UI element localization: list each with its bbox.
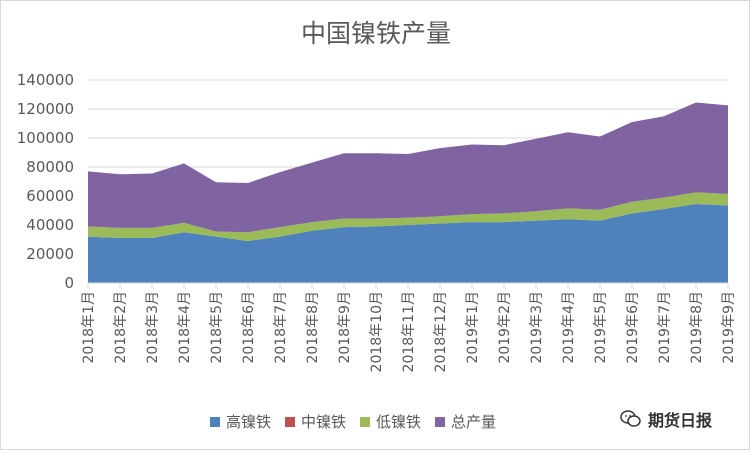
x-tick-label: 2019年6月 — [625, 291, 641, 364]
y-tick-label: 0 — [64, 274, 74, 292]
legend-swatch-low — [360, 416, 371, 427]
x-tick-label: 2018年8月 — [305, 291, 321, 364]
y-tick-label: 60000 — [26, 187, 74, 205]
x-tick-label: 2019年4月 — [561, 291, 577, 364]
x-tick-label: 2018年10月 — [369, 291, 385, 372]
y-tick-label: 100000 — [17, 129, 74, 147]
y-tick-label: 80000 — [26, 158, 74, 176]
area-total — [88, 102, 728, 233]
x-axis-ticks: 2018年1月 2018年2月 2018年3月 2018年4月 2018年5月 2018年… — [81, 283, 737, 372]
x-tick-label: 2019年5月 — [593, 291, 609, 364]
x-tick-label: 2018年7月 — [273, 291, 289, 364]
x-tick-label: 2018年5月 — [209, 291, 225, 364]
x-tick-label: 2018年11月 — [401, 291, 417, 372]
chart-title: 中国镍铁产量 — [300, 19, 451, 48]
x-tick-label: 2018年3月 — [145, 291, 161, 364]
x-tick-label: 2019年1月 — [465, 291, 481, 364]
watermark-text: 期货日报 — [648, 411, 713, 430]
x-tick-label: 2019年3月 — [529, 291, 545, 364]
legend-swatch-mid — [285, 416, 296, 427]
watermark: 期货日报 — [620, 407, 712, 431]
legend-label-mid: 中镍铁 — [301, 413, 347, 431]
y-tick-label: 120000 — [17, 100, 74, 118]
x-tick-label: 2018年4月 — [177, 291, 193, 364]
legend: 高镍铁 中镍铁 低镍铁 总产量 — [210, 411, 510, 432]
legend-label-high: 高镍铁 — [226, 413, 272, 431]
x-tick-label: 2018年12月 — [433, 291, 449, 372]
legend-label-low: 低镍铁 — [376, 413, 422, 431]
wechat-icon — [620, 410, 641, 427]
legend-swatch-high — [210, 416, 220, 427]
area-low — [88, 192, 728, 241]
x-tick-label: 2019年7月 — [657, 291, 673, 364]
x-tick-label: 2019年8月 — [689, 291, 705, 364]
x-tick-label: 2018年6月 — [241, 291, 257, 364]
x-tick-label: 2018年1月 — [81, 291, 97, 364]
legend-label-total: 总产量 — [451, 413, 497, 431]
x-tick-label: 2018年9月 — [337, 291, 353, 364]
x-tick-label: 2019年9月 — [721, 291, 737, 364]
y-tick-label: 140000 — [17, 71, 74, 89]
y-tick-label: 40000 — [26, 216, 74, 234]
y-axis-ticks: 0 20000 40000 60000 80000 100000 120000 140000 — [17, 71, 74, 292]
legend-swatch-total — [435, 416, 446, 427]
legend-item-high[interactable]: 高镍铁 — [210, 411, 271, 432]
x-tick-label: 2018年2月 — [113, 291, 129, 364]
y-tick-label: 20000 — [26, 245, 74, 263]
x-tick-label: 2019年2月 — [497, 291, 513, 364]
legend-item-low[interactable]: 低镍铁 — [360, 411, 421, 432]
area-high — [88, 203, 728, 283]
area-series — [88, 102, 728, 283]
legend-item-total[interactable]: 总产量 — [435, 411, 496, 432]
legend-item-mid[interactable]: 中镍铁 — [285, 411, 346, 432]
